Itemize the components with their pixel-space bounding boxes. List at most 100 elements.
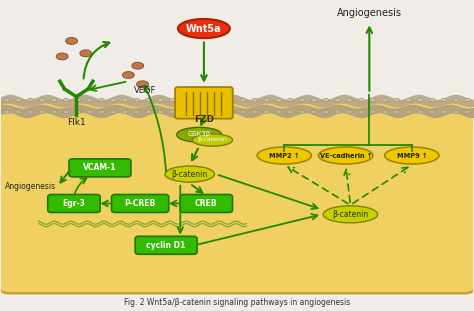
Ellipse shape (63, 110, 69, 114)
FancyBboxPatch shape (135, 236, 197, 254)
Ellipse shape (177, 127, 222, 142)
Ellipse shape (169, 98, 175, 102)
Ellipse shape (27, 98, 33, 102)
Text: CREB: CREB (195, 199, 218, 208)
Ellipse shape (217, 98, 222, 102)
Ellipse shape (385, 147, 439, 164)
FancyBboxPatch shape (0, 101, 474, 293)
Ellipse shape (288, 110, 293, 114)
Ellipse shape (39, 98, 45, 102)
Text: β-catenin: β-catenin (198, 137, 228, 142)
FancyBboxPatch shape (69, 159, 131, 177)
Ellipse shape (217, 110, 222, 114)
Ellipse shape (358, 98, 364, 102)
Ellipse shape (87, 110, 92, 114)
Ellipse shape (228, 98, 234, 102)
Text: Flk1: Flk1 (67, 118, 86, 128)
Ellipse shape (87, 98, 92, 102)
Ellipse shape (51, 98, 57, 102)
Ellipse shape (441, 98, 447, 102)
Ellipse shape (394, 110, 400, 114)
Ellipse shape (311, 98, 317, 102)
Ellipse shape (181, 98, 187, 102)
Ellipse shape (122, 72, 134, 78)
Ellipse shape (276, 110, 282, 114)
Ellipse shape (382, 110, 388, 114)
Ellipse shape (264, 110, 270, 114)
Ellipse shape (264, 98, 270, 102)
Ellipse shape (429, 110, 435, 114)
Ellipse shape (16, 110, 21, 114)
Ellipse shape (27, 110, 33, 114)
Ellipse shape (169, 110, 175, 114)
Text: MMP9 ↑: MMP9 ↑ (397, 152, 427, 159)
Text: cyclin D1: cyclin D1 (146, 241, 186, 250)
Ellipse shape (146, 110, 152, 114)
Ellipse shape (300, 98, 305, 102)
Ellipse shape (335, 98, 340, 102)
Ellipse shape (288, 98, 293, 102)
Text: MMP2 ↑: MMP2 ↑ (269, 152, 300, 159)
FancyBboxPatch shape (180, 194, 233, 212)
Ellipse shape (75, 98, 81, 102)
Ellipse shape (406, 110, 411, 114)
Text: GSK3β: GSK3β (188, 131, 211, 137)
Ellipse shape (16, 98, 21, 102)
Ellipse shape (178, 19, 230, 38)
Ellipse shape (346, 110, 352, 114)
Ellipse shape (406, 98, 411, 102)
Ellipse shape (465, 98, 471, 102)
Ellipse shape (418, 110, 423, 114)
Ellipse shape (276, 98, 282, 102)
Text: VCAM-1: VCAM-1 (83, 163, 117, 172)
Ellipse shape (122, 110, 128, 114)
Ellipse shape (134, 110, 140, 114)
Ellipse shape (56, 53, 68, 60)
Ellipse shape (66, 38, 77, 44)
Ellipse shape (228, 110, 234, 114)
Text: β-catenin: β-catenin (332, 210, 369, 219)
Ellipse shape (252, 98, 258, 102)
Ellipse shape (181, 110, 187, 114)
Ellipse shape (370, 98, 376, 102)
Ellipse shape (99, 98, 104, 102)
Ellipse shape (358, 110, 364, 114)
Ellipse shape (4, 98, 9, 102)
FancyBboxPatch shape (175, 87, 233, 119)
Ellipse shape (137, 81, 148, 88)
Ellipse shape (394, 98, 400, 102)
Ellipse shape (63, 98, 69, 102)
Ellipse shape (300, 110, 305, 114)
Ellipse shape (311, 110, 317, 114)
Ellipse shape (382, 98, 388, 102)
Text: VEGF: VEGF (134, 86, 156, 95)
Text: β-catenin: β-catenin (172, 169, 208, 179)
Text: Fig. 2 Wnt5a/β-catenin signaling pathways in angiogenesis: Fig. 2 Wnt5a/β-catenin signaling pathway… (124, 298, 350, 307)
Ellipse shape (429, 98, 435, 102)
Ellipse shape (257, 147, 311, 164)
Ellipse shape (146, 98, 152, 102)
Ellipse shape (110, 98, 116, 102)
Ellipse shape (240, 98, 246, 102)
Ellipse shape (51, 110, 57, 114)
Ellipse shape (99, 110, 104, 114)
Ellipse shape (39, 110, 45, 114)
Ellipse shape (453, 110, 459, 114)
FancyBboxPatch shape (48, 194, 100, 212)
Ellipse shape (205, 110, 210, 114)
Text: Wnt5a: Wnt5a (186, 24, 222, 34)
Text: FZD: FZD (194, 115, 214, 124)
Ellipse shape (134, 98, 140, 102)
Ellipse shape (165, 166, 215, 182)
Ellipse shape (319, 147, 373, 164)
Text: Angiogenesis: Angiogenesis (337, 8, 402, 18)
Text: VE-cadherin ↑: VE-cadherin ↑ (319, 152, 372, 159)
Ellipse shape (132, 62, 144, 69)
Ellipse shape (335, 110, 340, 114)
Text: Egr-3: Egr-3 (63, 199, 85, 208)
Ellipse shape (346, 98, 352, 102)
Ellipse shape (465, 110, 471, 114)
Ellipse shape (192, 134, 233, 146)
Ellipse shape (453, 98, 459, 102)
Ellipse shape (323, 98, 328, 102)
